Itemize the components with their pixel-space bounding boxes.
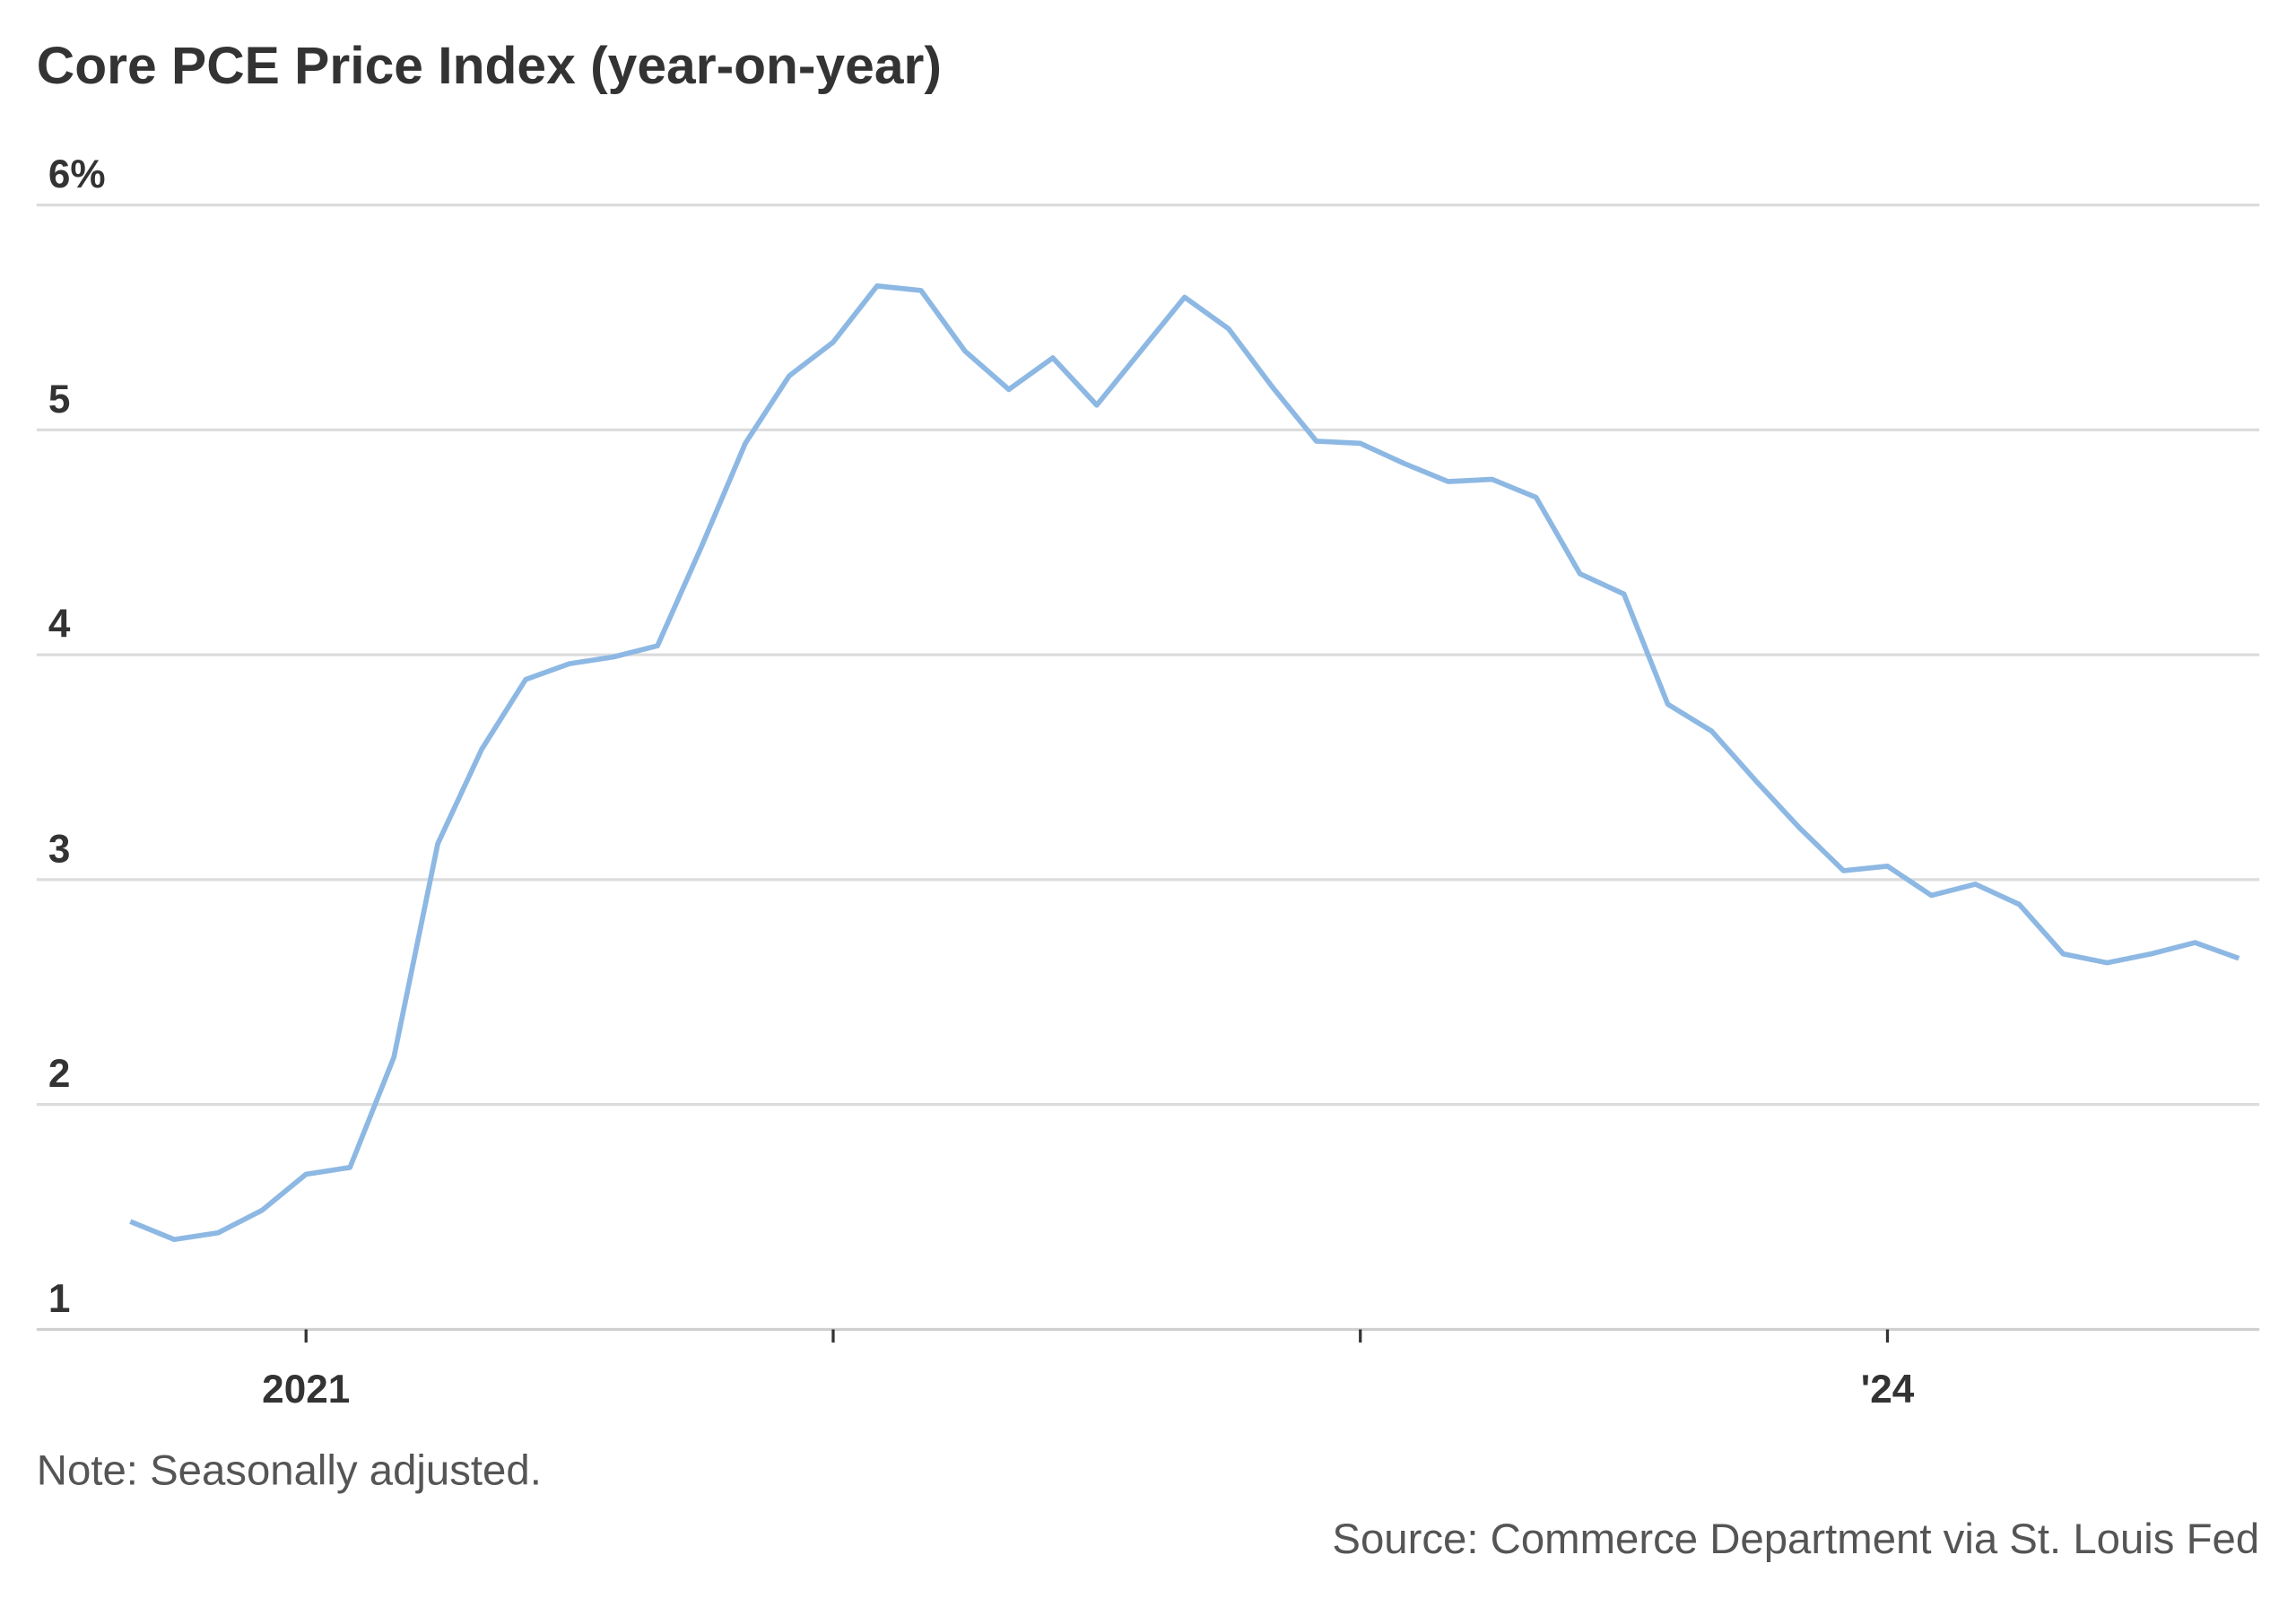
y-tick-label: 1 bbox=[48, 1277, 71, 1321]
x-tick-label: '24 bbox=[1861, 1368, 1915, 1412]
y-tick-label: 5 bbox=[48, 378, 71, 421]
series-line bbox=[129, 283, 2240, 1243]
x-axis: 2021 '24 bbox=[262, 1329, 1915, 1412]
series bbox=[129, 283, 2240, 1243]
y-tick-label: 4 bbox=[48, 603, 71, 647]
chart-title: Core PCE Price Index (year-on-year) bbox=[37, 37, 942, 95]
y-axis: 6% 5 4 3 2 1 bbox=[48, 152, 106, 1321]
gridlines bbox=[36, 203, 2260, 1332]
y-tick-label: 2 bbox=[48, 1052, 71, 1096]
x-tick-label: 2021 bbox=[262, 1368, 350, 1412]
chart-source: Source: Commerce Department via St. Loui… bbox=[1332, 1516, 2259, 1563]
y-tick-label: 6% bbox=[48, 152, 106, 196]
y-tick-label: 3 bbox=[48, 827, 71, 871]
chart-note: Note: Seasonally adjusted. bbox=[37, 1447, 542, 1495]
